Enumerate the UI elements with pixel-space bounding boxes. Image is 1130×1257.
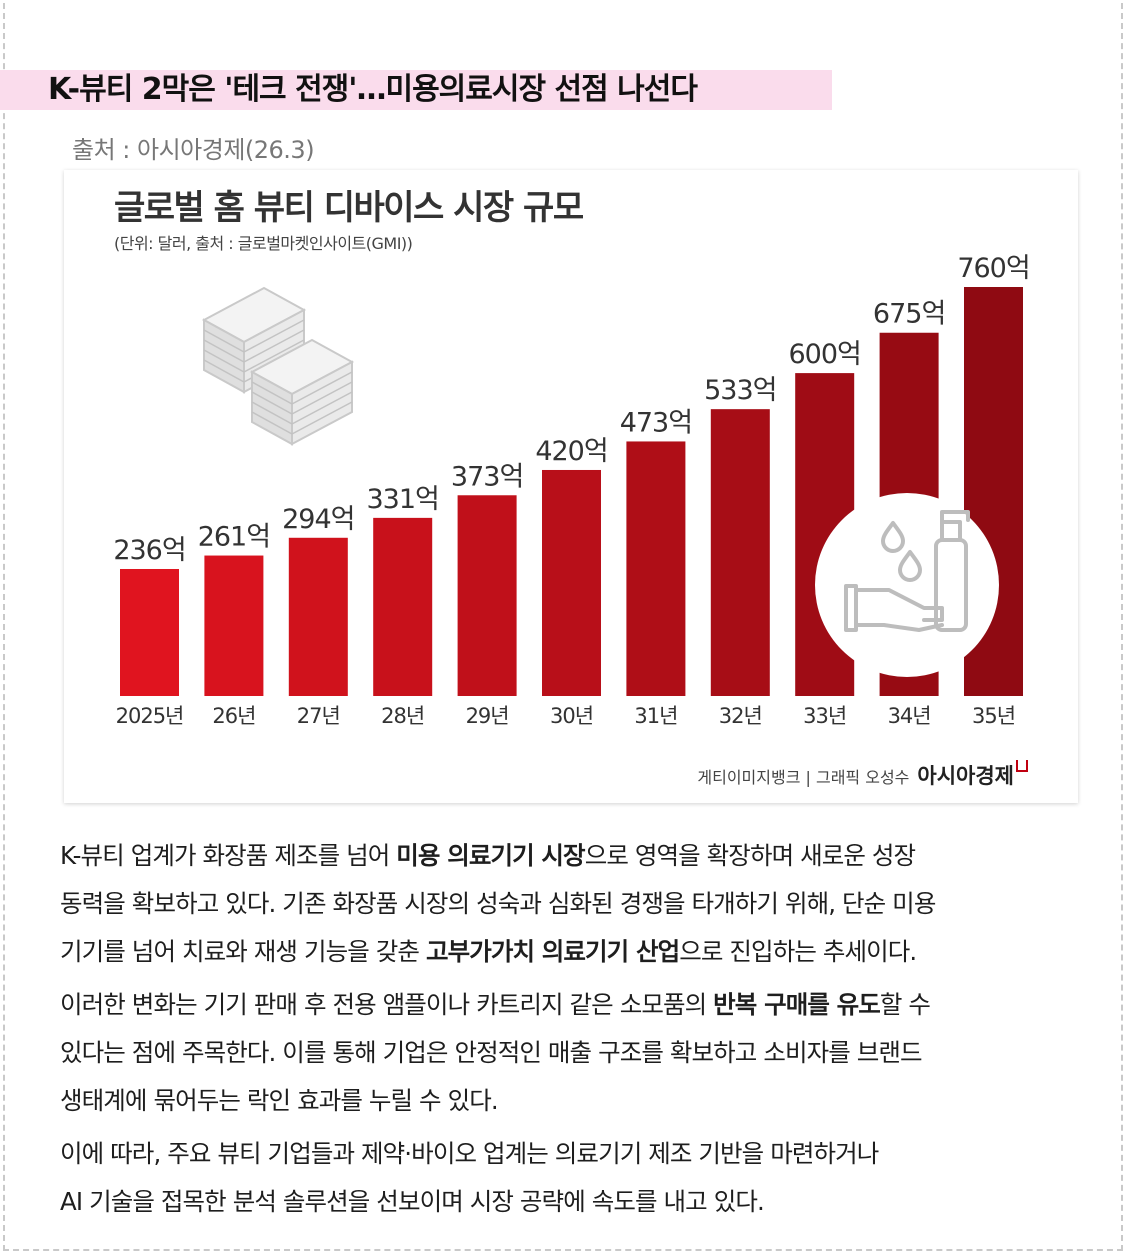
body-text-run: K-뷰티 업계가 화장품 제조를 넘어	[60, 841, 397, 870]
category-label: 28년	[381, 704, 424, 728]
money-stack-icon	[201, 286, 355, 446]
value-label: 331억	[367, 484, 439, 515]
body-text-run: 이러한 변화는 기기 판매 후 전용 앰플이나 카트리지 같은 소모품의	[60, 990, 714, 1019]
chart-card: 236억 2025년 261억 26년 294억 27년 331억 28년 373억 29년 420…	[64, 170, 1078, 803]
credit-text: 게티이미지뱅크 | 그래픽 오성수	[697, 768, 910, 787]
value-label: 261억	[198, 522, 270, 553]
paragraph-line: 이에 따라, 주요 뷰티 기업들과 제약·바이오 업계는 의료기기 제조 기반을…	[60, 1130, 1080, 1178]
logo-mark-icon	[1016, 760, 1028, 772]
category-label: 26년	[212, 704, 255, 728]
bar-29년	[457, 495, 517, 696]
chart-unit-note: (단위: 달러, 출처 : 글로벌마켓인사이트(GMI))	[114, 234, 413, 253]
category-label: 35년	[972, 704, 1015, 728]
headline-banner: K-뷰티 2막은 '테크 전쟁'…미용의료시장 선점 나선다	[0, 70, 832, 110]
body-text-run: 동력을 확보하고 있다. 기존 화장품 시장의 성숙과 심화된 경쟁을 타개하기…	[60, 889, 936, 918]
body-text-run: 할 수	[879, 990, 931, 1019]
body-text-run: 기기를 넘어 치료와 재생 기능을 갖춘	[60, 937, 426, 966]
category-label: 27년	[297, 704, 340, 728]
value-label: 600억	[789, 339, 861, 370]
category-label: 34년	[888, 704, 931, 728]
value-label: 675억	[873, 299, 945, 330]
value-label: 760억	[957, 253, 1029, 284]
value-label: 294억	[282, 504, 354, 535]
body-text-run: 으로 영역을 확장하며 새로운 성장	[584, 841, 916, 870]
bar-32년	[710, 409, 770, 696]
chart-title: 글로벌 홈 뷰티 디바이스 시장 규모	[114, 188, 584, 228]
paragraph-line: 생태계에 묶어두는 락인 효과를 누릴 수 있다.	[60, 1077, 1080, 1125]
source-caption: 출처 : 아시아경제(26.3)	[72, 136, 315, 164]
value-label: 236억	[113, 535, 185, 566]
bar-30년	[542, 469, 601, 696]
body-text-run: 이에 따라, 주요 뷰티 기업들과 제약·바이오 업계는 의료기기 제조 기반을…	[60, 1139, 879, 1168]
emphasis-text: 미용 의료기기 시장	[396, 841, 585, 870]
paragraph-line: K-뷰티 업계가 화장품 제조를 넘어 미용 의료기기 시장으로 영역을 확장하…	[60, 832, 1080, 880]
publisher-logo: 아시아경제	[917, 764, 1014, 788]
bars-layer: 236억 2025년 261억 26년 294억 27년 331억 28년 373억 29년 420…	[113, 253, 1030, 728]
bar-chart: 236억 2025년 261억 26년 294억 27년 331억 28년 373억 29년 420…	[113, 253, 1030, 728]
bar-27년	[288, 537, 348, 696]
body-text-run: 있다는 점에 주목한다. 이를 통해 기업은 안정적인 매출 구조를 확보하고 …	[60, 1038, 923, 1067]
paragraph-line: 동력을 확보하고 있다. 기존 화장품 시장의 성숙과 심화된 경쟁을 타개하기…	[60, 880, 1080, 928]
value-label: 473억	[620, 407, 692, 438]
paragraph-line: AI 기술을 접목한 분석 솔루션을 선보이며 시장 공략에 속도를 내고 있다…	[60, 1178, 1080, 1226]
bar-28년	[373, 517, 433, 696]
value-label: 533억	[704, 375, 776, 406]
category-label: 33년	[803, 704, 846, 728]
headline: K-뷰티 2막은 '테크 전쟁'…미용의료시장 선점 나선다	[48, 72, 698, 107]
category-label: 31년	[634, 704, 677, 728]
beauty-device-hand-icon	[815, 493, 999, 677]
paragraph-line: 기기를 넘어 치료와 재생 기능을 갖춘 고부가가치 의료기기 산업으로 진입하…	[60, 928, 1080, 976]
category-label: 29년	[466, 704, 509, 728]
body-text-run: AI 기술을 접목한 분석 솔루션을 선보이며 시장 공략에 속도를 내고 있다…	[60, 1187, 765, 1216]
paragraph-line: 이러한 변화는 기기 판매 후 전용 앰플이나 카트리지 같은 소모품의 반복 …	[60, 981, 1080, 1029]
chart-credit: 게티이미지뱅크 | 그래픽 오성수 아시아경제	[697, 760, 1028, 790]
body-text-run: 으로 진입하는 추세이다.	[679, 937, 917, 966]
value-label: 373억	[451, 461, 523, 492]
body-text-run: 생태계에 묶어두는 락인 효과를 누릴 수 있다.	[60, 1086, 499, 1115]
bar-31년	[626, 441, 686, 696]
value-label: 420억	[535, 436, 607, 467]
emphasis-text: 고부가가치 의료기기 산업	[425, 937, 680, 966]
bar-2025년	[120, 568, 179, 696]
emphasis-text: 반복 구매를 유도	[713, 990, 881, 1019]
category-label: 2025년	[116, 704, 184, 728]
category-label: 30년	[550, 704, 593, 728]
bar-26년	[204, 555, 264, 696]
article-paragraph: 이러한 변화는 기기 판매 후 전용 앰플이나 카트리지 같은 소모품의 반복 …	[60, 981, 1080, 1125]
page-frame	[3, 3, 1123, 1251]
article-paragraph: 이에 따라, 주요 뷰티 기업들과 제약·바이오 업계는 의료기기 제조 기반을…	[60, 1130, 1080, 1226]
article-paragraph: K-뷰티 업계가 화장품 제조를 넘어 미용 의료기기 시장으로 영역을 확장하…	[60, 832, 1080, 976]
headline-highlight	[0, 70, 832, 110]
article-body: K-뷰티 업계가 화장품 제조를 넘어 미용 의료기기 시장으로 영역을 확장하…	[60, 832, 1080, 1231]
category-label: 32년	[719, 704, 762, 728]
paragraph-line: 있다는 점에 주목한다. 이를 통해 기업은 안정적인 매출 구조를 확보하고 …	[60, 1029, 1080, 1077]
